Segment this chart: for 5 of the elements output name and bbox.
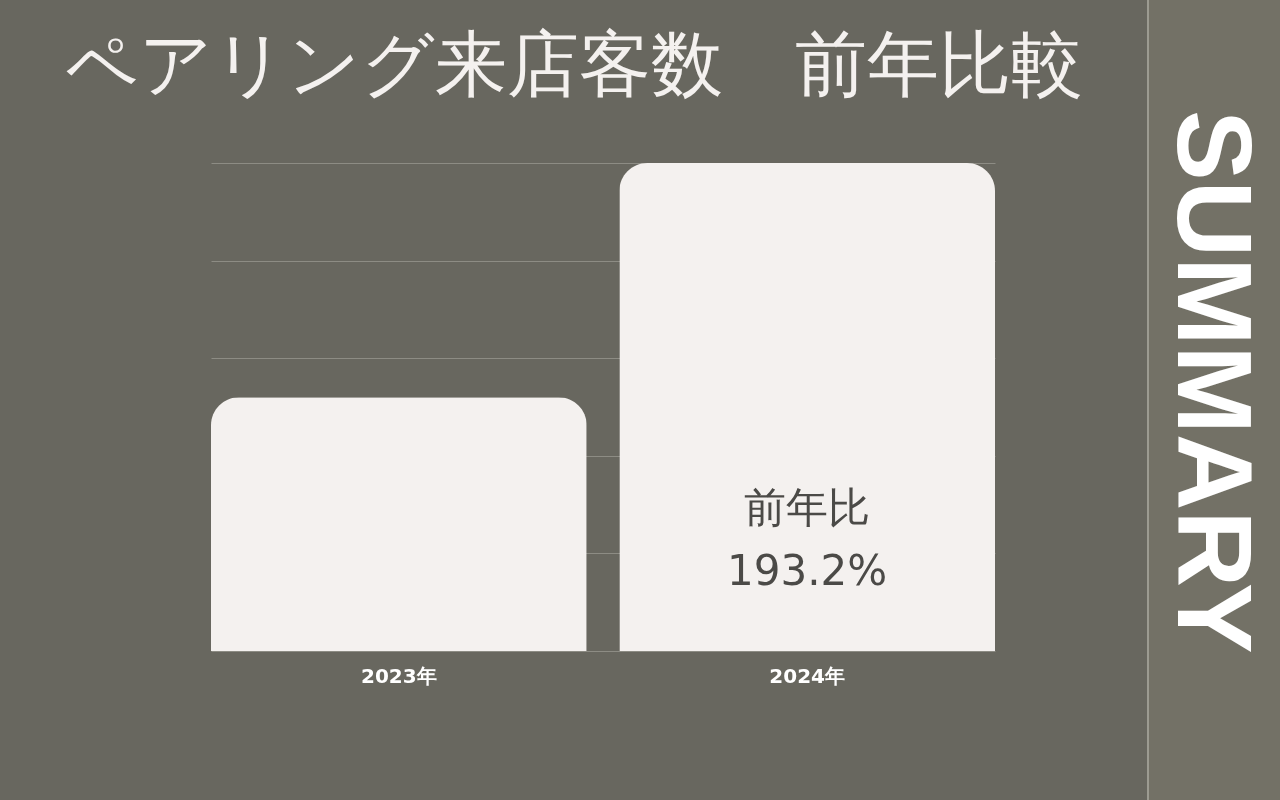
annotation: 前年比 193.2% — [727, 483, 888, 596]
x-tick-label: 2023年 — [361, 663, 437, 688]
x-tick-label: 2024年 — [769, 663, 845, 688]
side-panel: SUMMARY — [1147, 0, 1280, 800]
chart-title: ペアリング来店客数 前年比較 — [65, 22, 1083, 106]
